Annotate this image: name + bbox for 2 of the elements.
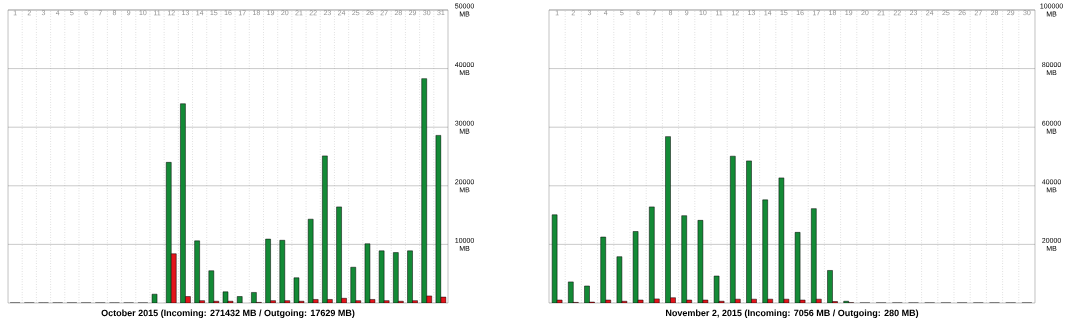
- text: November 2, 2015 (Incoming: 7056 MB / Outgoing: 280 MB): [665, 309, 919, 318]
- text: October 2015 (Incoming: 271432 MB / Outgoing: 17629 MB): [101, 309, 355, 318]
